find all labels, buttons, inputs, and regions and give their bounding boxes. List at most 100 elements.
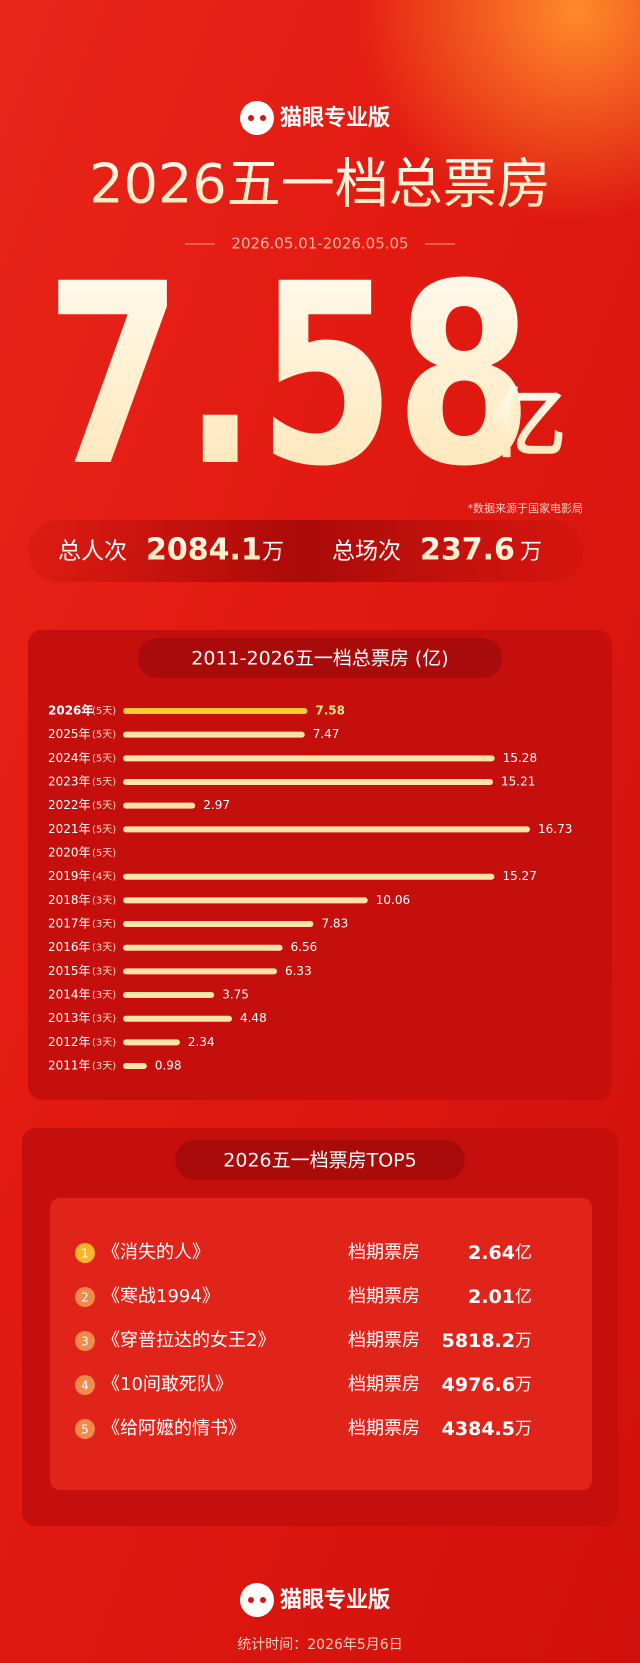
top5-title: 2026五一档票房TOP5 (223, 1150, 416, 1172)
year-label: 2013年 (48, 1011, 91, 1025)
box-office: 2.64亿 (468, 1242, 532, 1264)
stat-value: 2084.1 (146, 533, 262, 568)
footer-logo: 猫眼专业版 (240, 1583, 390, 1617)
box-office-unit: 亿 (515, 1287, 532, 1307)
top5-table (50, 1198, 592, 1490)
rank-badge (75, 1287, 95, 1307)
value-label: 2.97 (203, 798, 230, 812)
bar (123, 968, 277, 975)
value-label: 7.47 (313, 727, 340, 741)
year-label: 2021年 (48, 822, 91, 836)
value-label: 15.21 (501, 775, 535, 789)
days-label: (5天) (92, 848, 116, 859)
days-label: (3天) (92, 1037, 116, 1048)
box-office-unit: 万 (515, 1331, 532, 1351)
year-label: 2016年 (48, 940, 91, 954)
bar (123, 992, 215, 999)
days-label: (5天) (92, 706, 116, 717)
value-label: 3.75 (222, 988, 249, 1002)
bar (123, 897, 368, 904)
rank-badge (75, 1375, 95, 1395)
bar (123, 921, 314, 928)
year-label: 2025年 (48, 727, 91, 741)
row-label: 档期票房 (348, 1418, 420, 1439)
logo-icon (240, 1583, 274, 1617)
box-office-value: 2.64 (468, 1242, 515, 1264)
bar (123, 779, 494, 786)
chart-title-pill (138, 638, 502, 678)
bar (123, 873, 495, 880)
value-label: 6.33 (285, 964, 312, 978)
logo-eye (248, 1597, 254, 1603)
rank: 4 (81, 1379, 89, 1393)
stat-time: 统计时间：2026年5月6日 (237, 1637, 402, 1653)
bar (123, 708, 308, 714)
stat-label: 总人次 (58, 539, 127, 565)
rank-badge (75, 1331, 95, 1351)
bar (123, 944, 283, 951)
film-title: 《穿普拉达的女王2》 (102, 1330, 275, 1351)
days-label: (3天) (92, 895, 116, 906)
box-office-unit: 万 (515, 1419, 532, 1439)
value-label: 6.56 (291, 940, 318, 954)
year-label: 2019年 (48, 869, 91, 883)
value-label: 4.48 (240, 1011, 267, 1025)
days-label: (3天) (92, 990, 116, 1001)
days-label: (3天) (92, 1061, 116, 1072)
value-label: 7.83 (321, 917, 348, 931)
stat-unit: 万 (262, 540, 284, 565)
box-office-value: 2.01 (468, 1286, 515, 1308)
rank-badge (75, 1243, 95, 1263)
box-office: 4384.5万 (442, 1418, 532, 1440)
logo-text: 猫眼专业版 (280, 1587, 390, 1613)
rank: 5 (81, 1423, 89, 1437)
bar (123, 1015, 232, 1022)
logo-text: 猫眼专业版 (280, 105, 390, 131)
bar (123, 1063, 147, 1070)
logo-icon (240, 101, 274, 135)
row-label: 档期票房 (348, 1330, 420, 1351)
bar (123, 826, 530, 833)
stats-bar (28, 520, 583, 582)
days-label: (4天) (92, 872, 116, 883)
year-label: 2011年 (48, 1059, 91, 1073)
box-office-value: 4976.6 (442, 1374, 515, 1396)
year-label: 2014年 (48, 988, 91, 1002)
source-note: *数据来源于国家电影局 (468, 501, 584, 515)
logo-eye (260, 1597, 266, 1603)
box-office: 2.01亿 (468, 1286, 532, 1308)
film-title: 《寒战1994》 (102, 1286, 220, 1307)
box-office-value: 4384.5 (442, 1418, 515, 1440)
days-label: (5天) (92, 753, 116, 764)
days-label: (5天) (92, 801, 116, 812)
film-title: 《10间敢死队》 (102, 1374, 233, 1395)
bar (123, 731, 305, 738)
background-glow (0, 0, 640, 600)
bar (123, 1039, 180, 1046)
days-label: (3天) (92, 943, 116, 954)
box-office: 5818.2万 (442, 1330, 532, 1352)
year-label: 2022年 (48, 798, 91, 812)
box-office-value: 5818.2 (442, 1330, 515, 1352)
days-label: (5天) (92, 824, 116, 835)
stat-value: 237.6 (420, 533, 515, 568)
rank-badge (75, 1419, 95, 1439)
row-label: 档期票房 (348, 1374, 420, 1395)
days-label: (5天) (92, 730, 116, 741)
chart-panel (28, 630, 612, 1100)
year-label: 2015年 (48, 964, 91, 978)
total-value: 7.58 (45, 230, 533, 521)
year-label: 2018年 (48, 893, 91, 907)
box-office: 4976.6万 (442, 1374, 532, 1396)
year-label: 2026年 (48, 703, 93, 718)
film-title: 《给阿嬷的情书》 (102, 1418, 246, 1439)
row-label: 档期票房 (348, 1286, 420, 1307)
title: 2026五一档总票房 (89, 153, 550, 216)
value-label: 15.27 (502, 869, 536, 883)
row-label: 档期票房 (348, 1242, 420, 1263)
year-label: 2024年 (48, 751, 91, 765)
days-label: (3天) (92, 919, 116, 930)
rank: 1 (81, 1247, 89, 1261)
box-office-unit: 万 (515, 1375, 532, 1395)
